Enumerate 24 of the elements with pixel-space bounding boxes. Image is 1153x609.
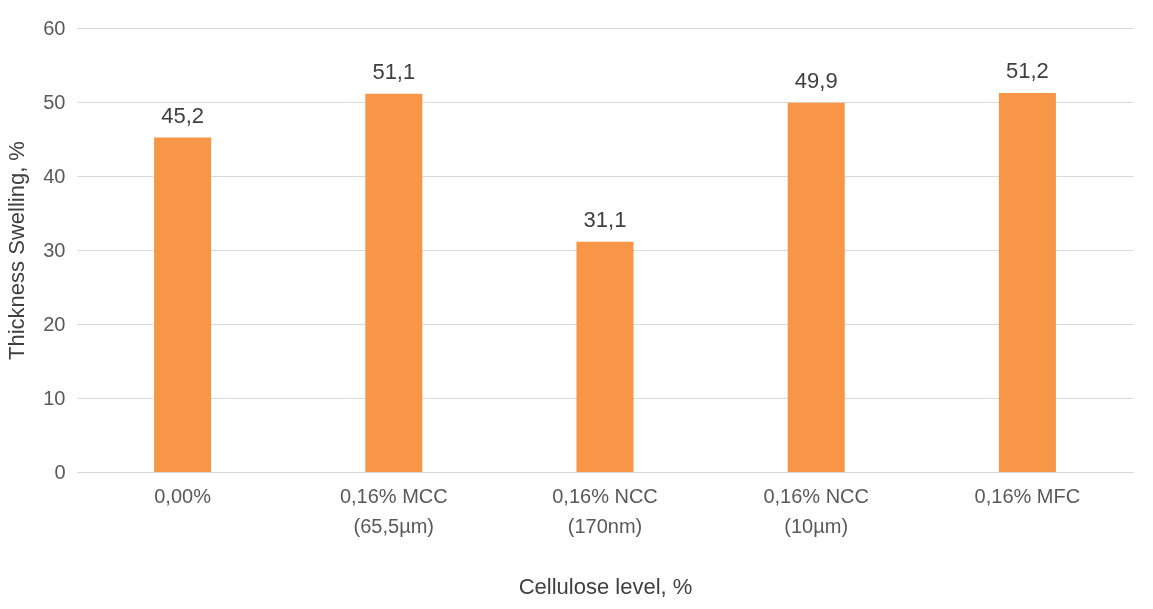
y-axis-title: Thickness Swelling, % xyxy=(4,141,30,360)
data-label: 31,1 xyxy=(583,206,627,232)
bar xyxy=(998,93,1056,472)
bar xyxy=(365,93,423,472)
y-tick-label: 0 xyxy=(54,460,66,483)
y-tick-label: 50 xyxy=(43,90,66,113)
x-axis-title: Cellulose level, % xyxy=(518,573,693,599)
x-tick-label: 0,16% MFC xyxy=(974,484,1081,507)
x-tick-label: 0,16% MCC (65,5µm) xyxy=(339,484,448,537)
y-tick-label: 60 xyxy=(43,16,66,39)
data-label: 51,2 xyxy=(1005,58,1049,84)
data-label: 45,2 xyxy=(161,102,205,128)
y-tick-label: 40 xyxy=(43,164,66,187)
y-tick-label: 10 xyxy=(43,386,66,409)
bar xyxy=(787,102,845,472)
y-tick-label: 20 xyxy=(43,312,66,335)
bar xyxy=(154,137,212,472)
x-tick-label: 0,16% NCC (170nm) xyxy=(552,484,658,537)
x-tick-label: 0,16% NCC (10µm) xyxy=(763,484,869,537)
bar xyxy=(576,241,634,472)
y-tick-label: 30 xyxy=(43,238,66,261)
data-label: 51,1 xyxy=(372,58,416,84)
x-tick-label: 0,00% xyxy=(154,484,212,507)
data-label: 49,9 xyxy=(794,67,838,93)
